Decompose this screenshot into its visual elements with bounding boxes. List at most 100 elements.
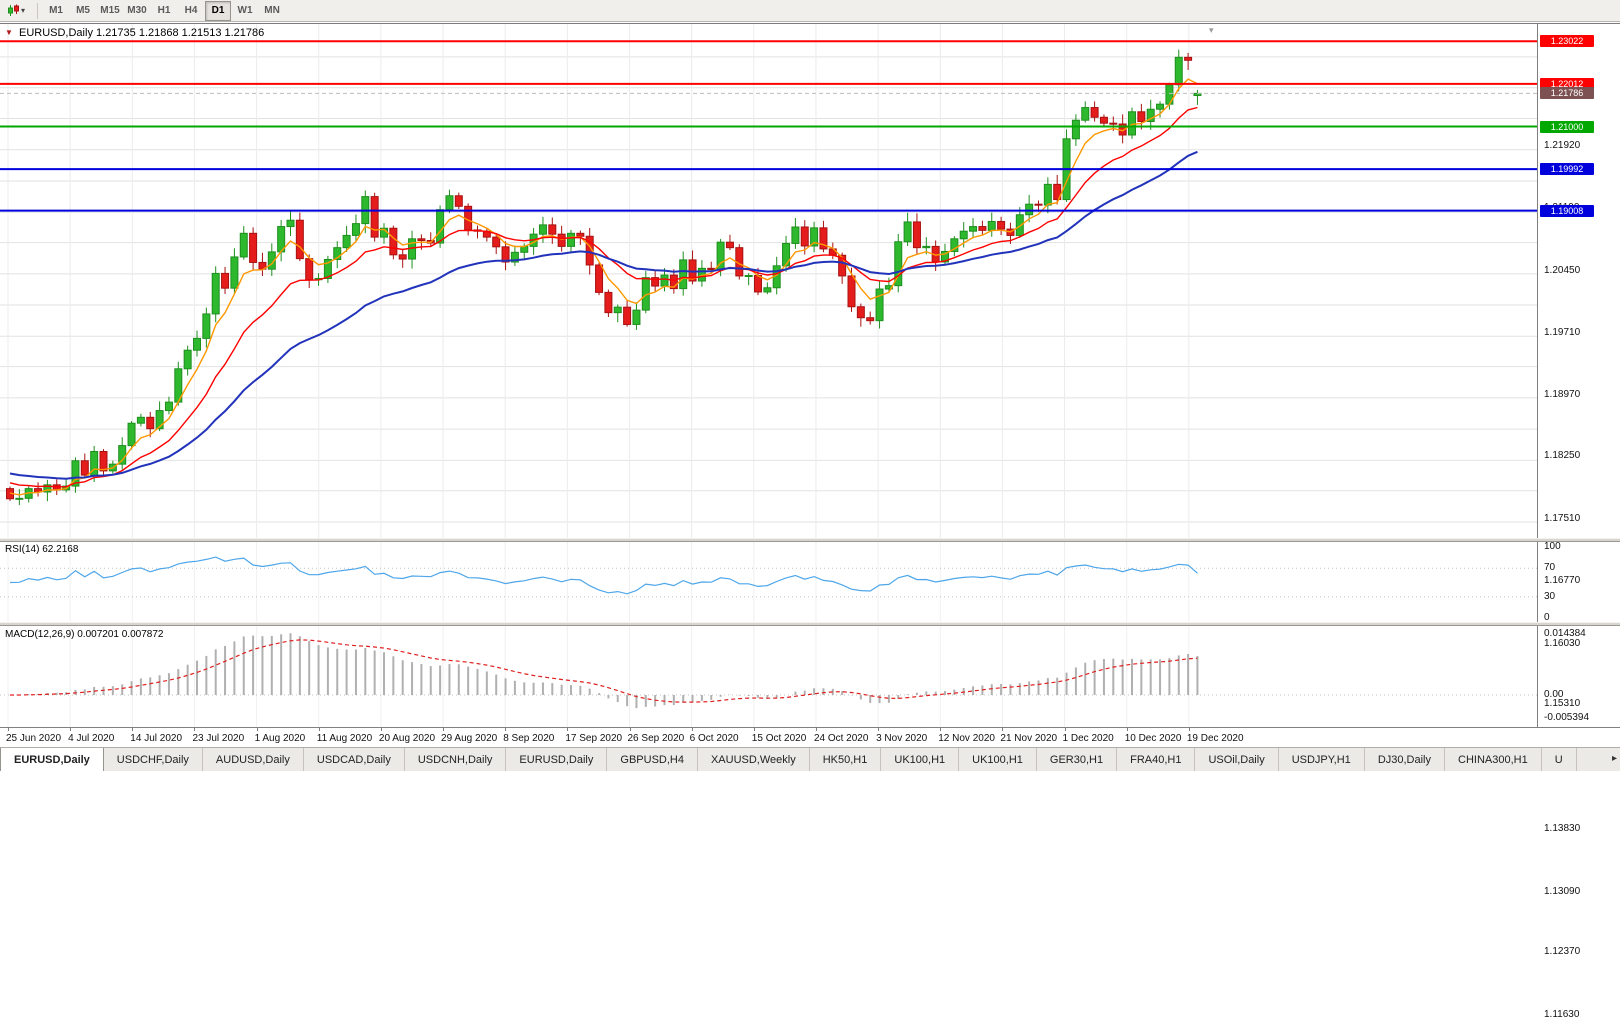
price-tick-label: 1.16770 xyxy=(1544,575,1581,587)
chart-tab[interactable]: CHINA300,H1 xyxy=(1445,748,1542,771)
toolbar-separator xyxy=(37,2,39,19)
chart-tab[interactable]: XAUUSD,Weekly xyxy=(697,748,810,771)
date-tick xyxy=(1126,728,1128,731)
chart-tab[interactable]: EURUSD,Daily xyxy=(506,748,608,771)
timeframe-button-m30[interactable]: M30 xyxy=(127,4,147,16)
top-toolbar: ▾ M1 M5 M15 M30 H1 H4 D1 W1 MN xyxy=(0,0,1620,22)
chart-tab[interactable]: USOil,Daily xyxy=(1195,748,1279,771)
chart-tab[interactable]: GER30,H1 xyxy=(1036,748,1118,771)
candle-body xyxy=(333,247,342,260)
macd-vertical-gridlines xyxy=(7,626,1190,727)
ohlc-open: 1.21735 xyxy=(96,27,136,39)
candle-body xyxy=(1034,203,1043,206)
rsi-axis-label: 70 xyxy=(1544,562,1556,574)
candle-body xyxy=(239,232,248,258)
chart-tab[interactable]: UK100,H1 xyxy=(959,748,1037,771)
candle-body xyxy=(838,254,847,277)
chart-tab[interactable]: UK100,H1 xyxy=(881,748,960,771)
price-tag[interactable]: 1.23022 xyxy=(1540,35,1594,48)
timeframe-button-mn[interactable]: MN xyxy=(264,4,280,16)
candle-body xyxy=(1071,119,1080,140)
pane-splitter[interactable] xyxy=(0,622,1620,626)
candle-body xyxy=(744,275,753,278)
ohlc-low: 1.21513 xyxy=(181,27,222,39)
candle-body xyxy=(819,227,828,250)
candle-body xyxy=(295,219,304,260)
candlestick-chart-icon xyxy=(8,4,19,16)
macd-pane[interactable] xyxy=(0,626,1537,727)
chart-tab[interactable]: FRA40,H1 xyxy=(1117,748,1196,771)
date-label: 10 Dec 2020 xyxy=(1124,733,1182,744)
candle-body xyxy=(342,234,351,249)
date-axis[interactable]: 25 Jun 2020 4 Jul 2020 14 Jul 2020 23 Jul 2… xyxy=(0,727,1620,747)
price-tag[interactable]: 1.22012 xyxy=(1540,77,1594,90)
candle-body xyxy=(866,317,875,322)
macd-histogram xyxy=(18,633,1199,709)
date-label: 26 Sep 2020 xyxy=(627,733,685,744)
candle-body xyxy=(847,275,856,308)
date-tick xyxy=(380,728,382,731)
date-label: 25 Jun 2020 xyxy=(6,733,62,744)
candle-body xyxy=(557,233,566,247)
candle-body xyxy=(922,245,931,249)
candle-body xyxy=(118,445,127,465)
candle-body xyxy=(1090,107,1099,118)
candle-body xyxy=(669,274,678,290)
chart-tab[interactable]: GBPUSD,H4 xyxy=(607,748,698,771)
candle-body xyxy=(164,401,173,412)
date-tick xyxy=(691,728,693,731)
chart-shift-marker-icon[interactable]: ▾ xyxy=(1209,25,1214,35)
chart-tab[interactable]: USDCHF,Daily xyxy=(103,748,203,771)
chart-tab[interactable]: HK50,H1 xyxy=(809,748,882,771)
candle-body xyxy=(987,220,996,231)
timeframe-button-m1[interactable]: M1 xyxy=(49,4,63,16)
price-tick-label: 1.11630 xyxy=(1544,1008,1580,1020)
date-tick xyxy=(194,728,196,731)
chart-tab[interactable]: DJ30,Daily xyxy=(1364,748,1445,771)
timeframe-button-m15[interactable]: M15 xyxy=(100,4,120,16)
timeframe-button-h1[interactable]: H1 xyxy=(157,4,171,16)
candle-body xyxy=(492,236,501,248)
price-chart-pane[interactable] xyxy=(0,24,1537,538)
pane-splitter[interactable] xyxy=(0,538,1620,542)
tabs-scroll-right-arrow[interactable]: ▸ xyxy=(1611,753,1617,764)
price-tag[interactable]: 1.21786 xyxy=(1540,87,1594,100)
rsi-pane[interactable] xyxy=(0,542,1537,622)
price-tag[interactable]: 1.19992 xyxy=(1540,163,1594,176)
candle-body xyxy=(1025,203,1034,216)
price-tick-label: 1.17510 xyxy=(1544,512,1581,524)
chart-tab[interactable]: EURUSD,Daily xyxy=(0,748,104,771)
macd-main-value: 0.007201 xyxy=(77,629,119,640)
date-tick xyxy=(256,728,258,731)
date-label: 29 Aug 2020 xyxy=(441,733,498,744)
chart-tab[interactable]: AUDUSD,Daily xyxy=(202,748,304,771)
timeframe-button-w1[interactable]: W1 xyxy=(237,4,253,16)
candle-body xyxy=(875,288,884,322)
timeframe-button-d1[interactable]: D1 xyxy=(205,0,232,21)
rsi-axis-label: 0 xyxy=(1544,612,1550,623)
candle-body xyxy=(595,264,604,293)
candle-body xyxy=(155,410,164,430)
caret-down-icon: ▾ xyxy=(21,6,26,15)
timeframe-button-h4[interactable]: H4 xyxy=(184,4,198,16)
chart-title: ▼ EURUSD,Daily 1.21735 1.21868 1.21513 1… xyxy=(5,27,264,39)
chart-type-button[interactable]: ▾ xyxy=(4,3,28,18)
date-tick xyxy=(1064,728,1066,731)
chart-tab[interactable]: U xyxy=(1541,748,1577,771)
candle-body xyxy=(585,235,594,266)
price-tag[interactable]: 1.21000 xyxy=(1540,120,1594,133)
date-tick xyxy=(70,728,72,731)
candle-body xyxy=(136,416,145,424)
candle-body xyxy=(80,460,89,476)
candle-body xyxy=(1081,107,1090,121)
price-tick-label: 1.12370 xyxy=(1544,946,1581,958)
horizontal-object-lines[interactable] xyxy=(0,40,1537,212)
timeframe-button-m5[interactable]: M5 xyxy=(76,4,90,16)
chart-tab[interactable]: USDJPY,H1 xyxy=(1278,748,1365,771)
chart-tab[interactable]: USDCNH,Daily xyxy=(404,748,507,771)
price-tag[interactable]: 1.19008 xyxy=(1540,204,1594,217)
macd-axis-label: 0.014384 xyxy=(1544,627,1586,639)
chart-tab[interactable]: USDCAD,Daily xyxy=(303,748,405,771)
candle-body xyxy=(1156,103,1165,110)
candle-body xyxy=(398,254,407,260)
